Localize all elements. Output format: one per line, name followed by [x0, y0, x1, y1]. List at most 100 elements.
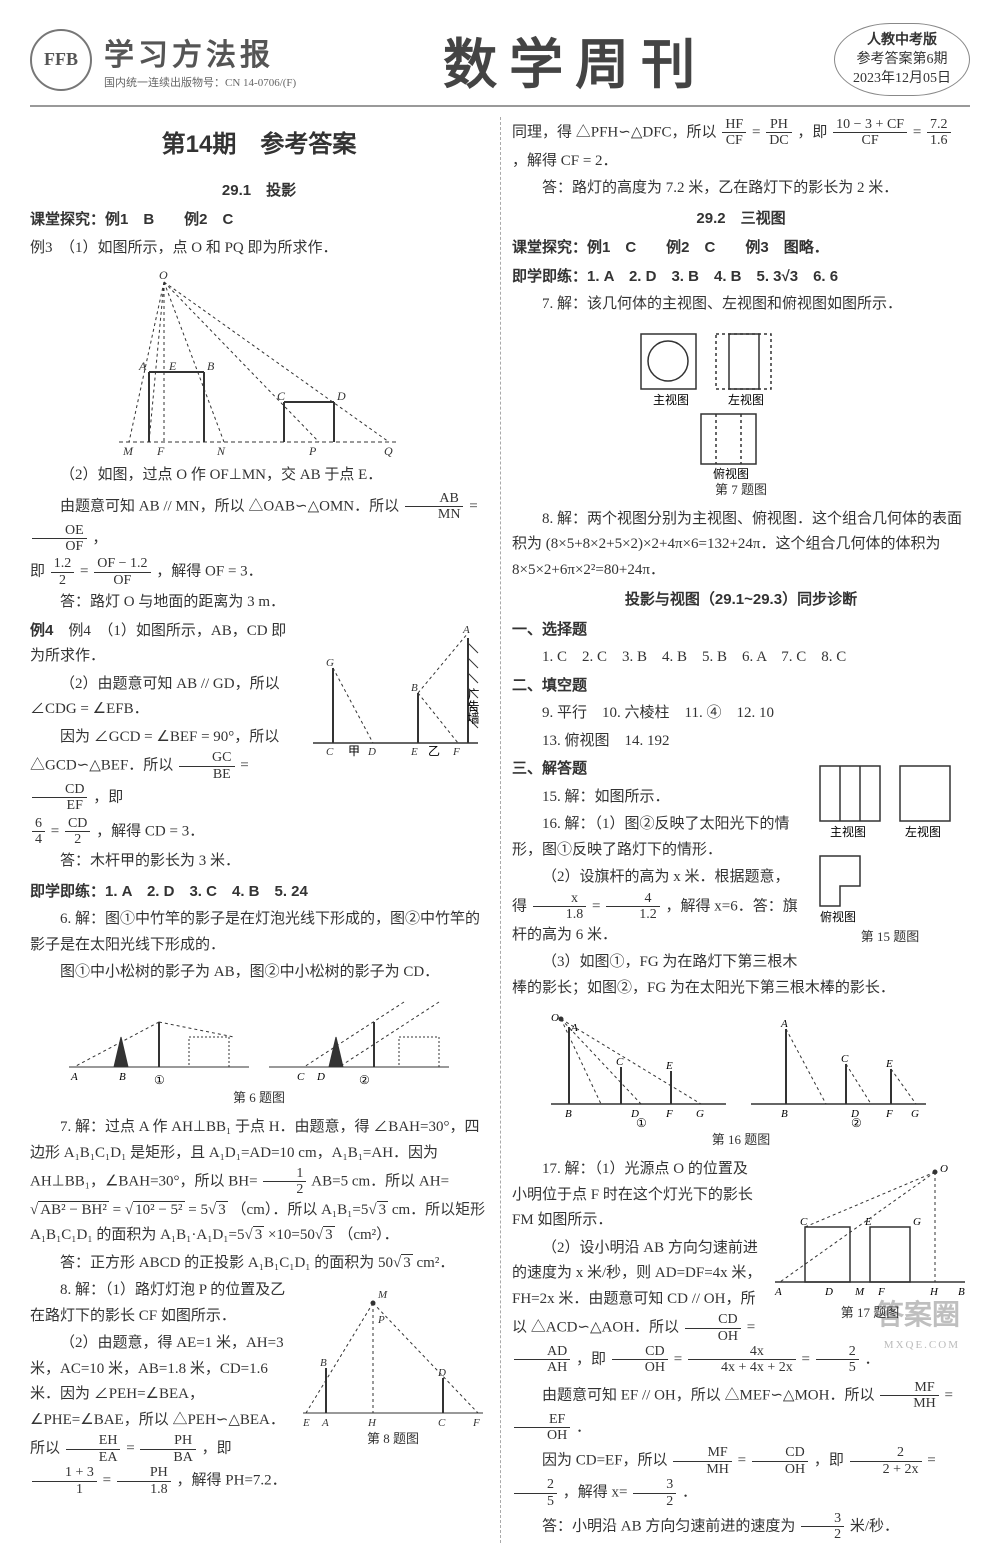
svg-text:A: A	[780, 1018, 788, 1030]
text: 1. C 2. C 3. B 4. B 5. B 6. A 7. C 8. C	[512, 645, 970, 671]
figure-ex3-svg: O A E B C D M F N P Q	[109, 267, 409, 457]
edition-badge: 人教中考版 参考答案第6期 2023年12月05日	[834, 23, 970, 96]
svg-text:A: A	[70, 1071, 78, 1083]
svg-text:①: ①	[636, 1116, 647, 1129]
figure-ex4: G A B CD EF 甲 乙 广告墙	[308, 618, 488, 758]
svg-text:G: G	[696, 1108, 704, 1120]
text: 课堂探究：例1 C 例2 C 例3 图略．	[512, 235, 970, 262]
svg-text:G: G	[913, 1216, 921, 1228]
svg-text:F: F	[885, 1108, 893, 1120]
text: 答：正方形 ABCD 的正投影 A₁B₁C₁D₁ 的面积为 503 cm²．	[30, 1251, 488, 1277]
svg-text:M: M	[854, 1286, 865, 1298]
svg-text:②: ②	[359, 1073, 370, 1087]
svg-text:俯视图: 俯视图	[713, 466, 749, 479]
svg-text:F: F	[156, 444, 165, 457]
svg-text:O: O	[940, 1163, 948, 1175]
section-29-2: 29.2 三视图	[512, 206, 970, 232]
svg-text:F: F	[452, 746, 460, 758]
svg-text:O: O	[159, 268, 168, 282]
figure-16: OA CE BD FG ① ACE BD	[512, 1009, 970, 1151]
svg-text:H: H	[367, 1417, 377, 1428]
svg-text:C: C	[297, 1071, 305, 1083]
text: 一、选择题	[512, 617, 970, 644]
svg-text:E: E	[302, 1417, 310, 1428]
svg-text:广告墙: 广告墙	[466, 687, 480, 724]
logo-icon: FFB	[30, 29, 92, 91]
svg-text:C: C	[616, 1056, 624, 1068]
svg-text:D: D	[437, 1367, 446, 1379]
issn: 国内统一连续出版物号：CN 14-0706/(F)	[104, 74, 296, 90]
svg-text:C: C	[841, 1053, 849, 1065]
diagnosis-title: 投影与视图（29.1~29.3）同步诊断	[512, 587, 970, 613]
svg-text:F: F	[665, 1108, 673, 1120]
svg-text:E: E	[665, 1060, 673, 1072]
edition-line2: 参考答案第6期	[853, 50, 951, 70]
figure-6: A B ① C D ② 第 6 题图	[30, 992, 488, 1109]
figure-6-caption: 第 6 题图	[30, 1087, 488, 1109]
svg-text:B: B	[411, 682, 418, 694]
svg-text:主视图: 主视图	[653, 392, 689, 407]
svg-text:B: B	[207, 359, 215, 373]
svg-text:P: P	[308, 444, 317, 457]
text: 答：路灯 O 与地面的距离为 3 m．	[30, 590, 488, 616]
text: 9. 平行 10. 六棱柱 11. ④ 12. 10	[512, 701, 970, 727]
svg-text:C: C	[326, 746, 334, 758]
svg-text:D: D	[824, 1286, 833, 1298]
svg-text:D: D	[367, 746, 376, 758]
svg-text:A: A	[462, 624, 470, 636]
masthead: FFB 学习方法报 国内统一连续出版物号：CN 14-0706/(F) 数学周刊…	[30, 20, 970, 107]
svg-text:E: E	[168, 359, 177, 373]
svg-text:E: E	[410, 746, 418, 758]
svg-text:Q: Q	[384, 444, 393, 457]
svg-text:M: M	[377, 1289, 388, 1301]
text: 7. 解：过点 A 作 AH⊥BB₁ 于点 H．由题意，得 ∠BAH=30°，四…	[30, 1115, 488, 1249]
svg-text:左视图: 左视图	[905, 824, 941, 839]
svg-text:E: E	[864, 1216, 872, 1228]
text: （2）如图，过点 O 作 OF⊥MN，交 AB 于点 E．	[30, 463, 488, 489]
text: 13. 俯视图 14. 192	[512, 729, 970, 755]
svg-text:A: A	[570, 1022, 578, 1034]
text: 答：木杆甲的影长为 3 米．	[30, 849, 488, 875]
text: 7. 解：该几何体的主视图、左视图和俯视图如图所示．	[512, 292, 970, 318]
svg-text:C: C	[800, 1216, 808, 1228]
section-29-1: 29.1 投影	[30, 178, 488, 204]
edition-line1: 人教中考版	[853, 30, 951, 50]
figure-17: O CEG ADM FHB 第 17 题图	[770, 1157, 970, 1324]
text: （3）如图①，FG 为在路灯下第三根木棒的影长；如图②，FG 为在太阳光下第三根…	[512, 950, 970, 1001]
text: 答：路灯的高度为 7.2 米，乙在路灯下的影长为 2 米．	[512, 176, 970, 202]
publication-name: 学习方法报	[104, 30, 296, 74]
text: 课堂探究：例1 B 例2 C	[30, 207, 488, 234]
svg-text:主视图: 主视图	[830, 824, 866, 839]
svg-text:P: P	[377, 1314, 385, 1326]
publication-info: 学习方法报 国内统一连续出版物号：CN 14-0706/(F)	[104, 30, 296, 90]
text: 即学即练：1. A 2. D 3. B 4. B 5. 3√3 6. 6	[512, 264, 970, 291]
svg-text:B: B	[565, 1108, 572, 1120]
text: 64 = CD2 ，解得 CD = 3．	[30, 816, 488, 848]
svg-text:②: ②	[851, 1116, 862, 1129]
text: 8. 解：两个视图分别为主视图、俯视图．这个组合几何体的表面积为 (8×5+8×…	[512, 507, 970, 584]
text: 由题意可知 EF // OH，所以 △MEF∽△MOH．所以 MFMH = EF…	[512, 1380, 970, 1444]
svg-text:C: C	[438, 1417, 446, 1428]
text: 因为 CD=EF，所以 MFMH = CDOH ，即 22 + 2x = 25 …	[512, 1445, 970, 1509]
svg-text:俯视图: 俯视图	[820, 909, 856, 924]
svg-text:N: N	[216, 444, 226, 457]
svg-text:G: G	[911, 1108, 919, 1120]
figure-15: 主视图 左视图 俯视图 第 15 题图	[810, 756, 970, 948]
text: 即学即练：1. A 2. D 3. C 4. B 5. 24	[30, 879, 488, 906]
svg-text:H: H	[929, 1286, 939, 1298]
svg-text:A: A	[774, 1286, 782, 1298]
svg-text:①: ①	[154, 1073, 165, 1087]
figure-7: 主视图 左视图 俯视图 第 7 题图	[512, 324, 970, 501]
figure-8: MP BD EA HC F 第 8 题图	[298, 1278, 488, 1450]
text: 二、填空题	[512, 673, 970, 700]
issue-title: 第14期 参考答案	[30, 125, 488, 166]
svg-text:E: E	[885, 1058, 893, 1070]
svg-text:O: O	[551, 1012, 559, 1024]
svg-text:B: B	[320, 1357, 327, 1369]
svg-text:A: A	[138, 359, 147, 373]
text: 答：小明沿 AB 方向匀速前进的速度为 32 米/秒．	[512, 1511, 970, 1543]
svg-text:G: G	[326, 657, 334, 669]
main-title: 数学周刊	[316, 20, 834, 99]
svg-text:A: A	[321, 1417, 329, 1428]
text: 同理，得 △PFH∽△DFC，所以 HFCF = PHDC ，即 10 − 3 …	[512, 117, 970, 174]
